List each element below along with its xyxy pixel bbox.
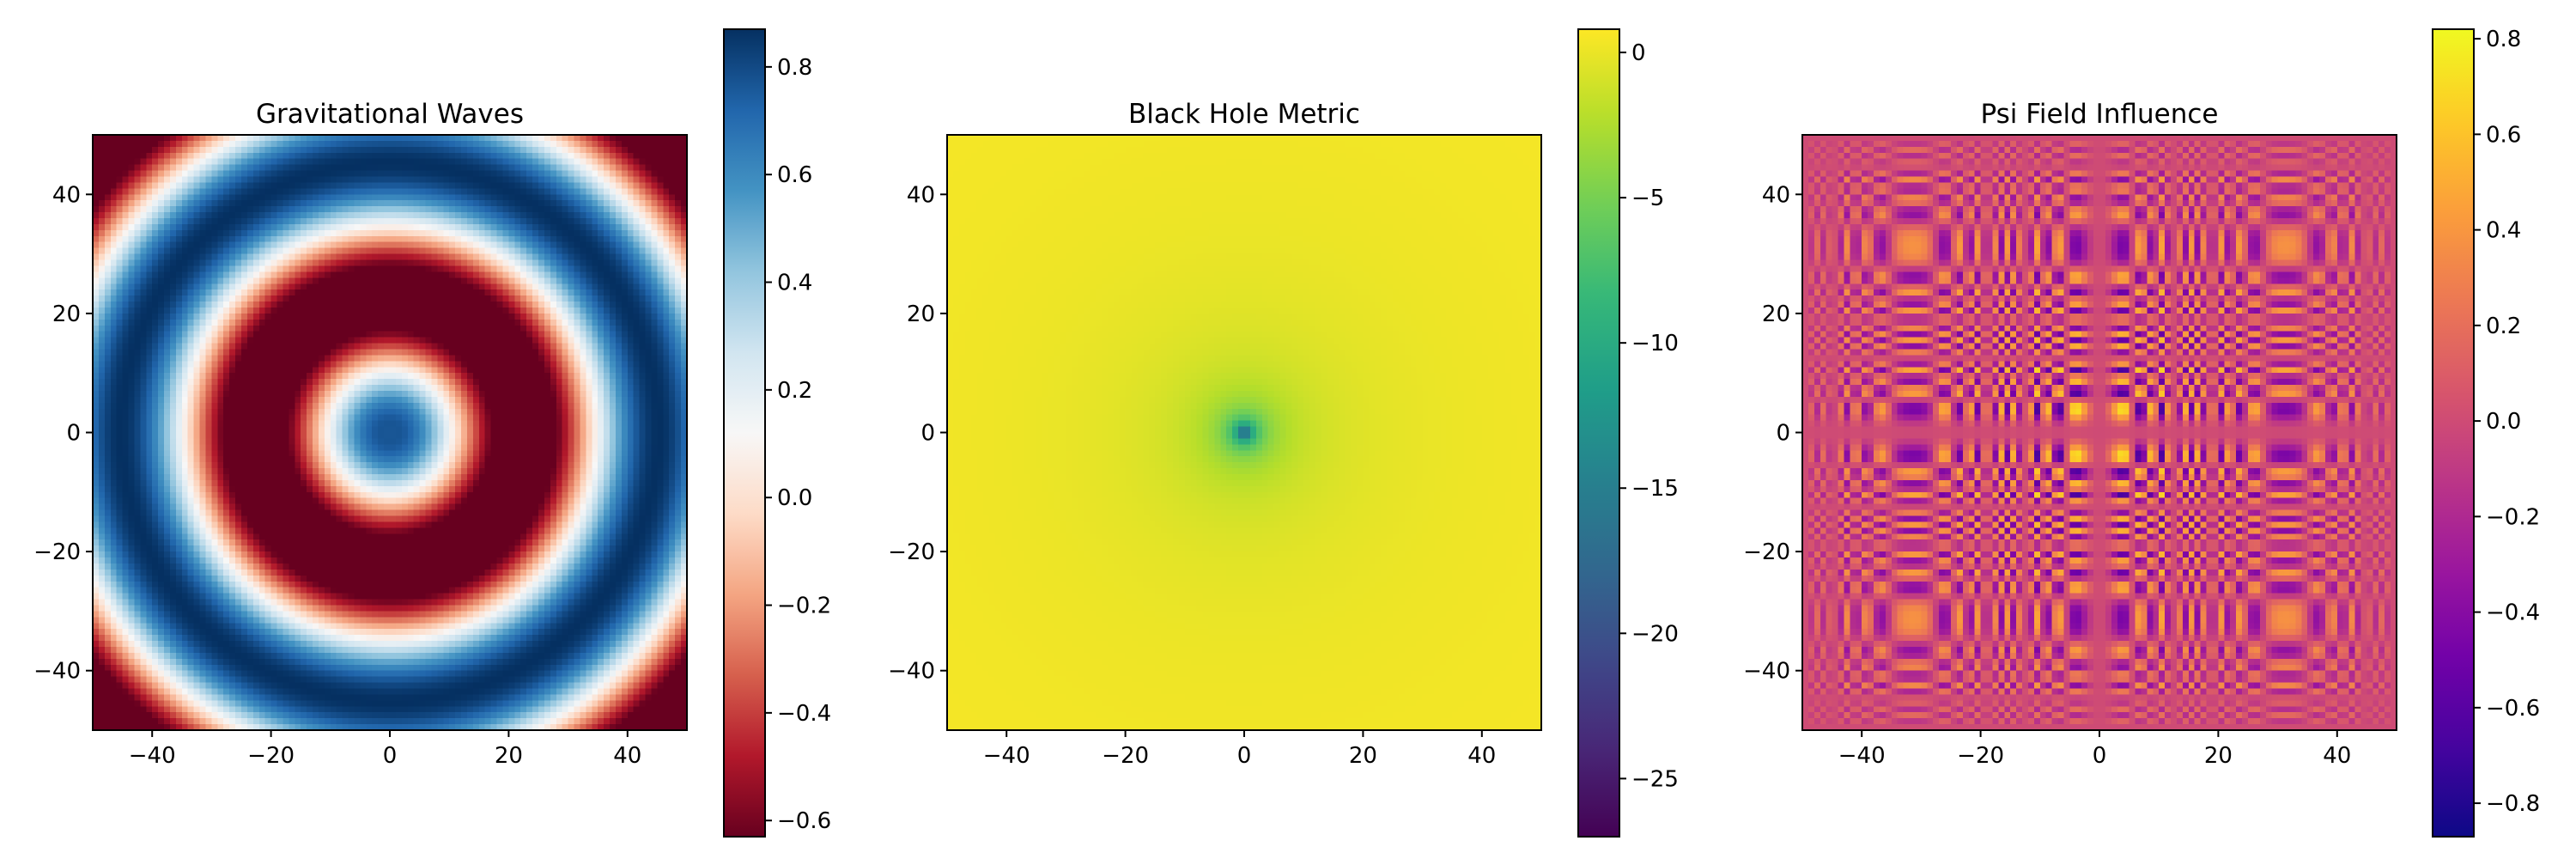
x-tick-label: −40 [1838, 743, 1886, 769]
chart-title: Black Hole Metric [1128, 99, 1360, 130]
x-tick-label: 20 [495, 743, 523, 769]
colorbar [1577, 28, 1620, 838]
x-tick-label: 20 [2204, 743, 2233, 769]
y-tick-label: 0 [66, 421, 81, 447]
colorbar-tick-label: 0.2 [777, 378, 812, 404]
x-tick-label: 20 [1349, 743, 1377, 769]
colorbar-tick-label: −0.4 [2486, 600, 2540, 626]
x-tick-label: −40 [983, 743, 1030, 769]
chart-title: Psi Field Influence [1981, 99, 2219, 130]
y-tick-label: 0 [1776, 421, 1790, 447]
chart-panel-1: Gravitational Waves −40 −20 0 20 40 −40 −20 0 20 4… [33, 28, 831, 838]
colorbar [2432, 28, 2475, 838]
x-tick-label: −20 [1957, 743, 2004, 769]
chart-panel-2: Black Hole Metric −40 −20 0 20 40 −40 −20 0 20 40 −… [888, 28, 1679, 838]
heatmap-image [947, 135, 1541, 730]
colorbar-tick-label: 0.0 [777, 485, 812, 511]
x-tick-label: 0 [1237, 743, 1252, 769]
y-tick-label: −40 [33, 659, 81, 685]
colorbar-tick-label: 0.4 [777, 271, 812, 296]
colorbar-tick-label: −15 [1631, 476, 1679, 502]
y-tick-label: −20 [888, 539, 935, 565]
colorbar-tick-label: 0.6 [777, 162, 812, 188]
colorbar-tick-label: −10 [1631, 331, 1679, 356]
x-tick-label: 40 [1467, 743, 1496, 769]
heatmap-image [1802, 135, 2397, 730]
colorbar-tick-label: −0.2 [2486, 504, 2540, 530]
colorbar-tick-label: 0.8 [2486, 27, 2521, 52]
y-tick-label: −40 [1743, 659, 1790, 685]
colorbar-tick-label: −0.8 [2486, 791, 2540, 817]
colorbar [723, 28, 766, 838]
y-tick-label: 20 [52, 302, 81, 327]
colorbar-tick-label: 0.2 [2486, 314, 2521, 339]
colorbar-tick-label: 0.4 [2486, 218, 2521, 244]
y-tick-label: 40 [1762, 182, 1790, 208]
x-tick-label: 40 [2323, 743, 2351, 769]
y-tick-label: 40 [907, 182, 935, 208]
colorbar-tick-label: −0.6 [2486, 696, 2540, 722]
x-tick-label: 0 [383, 743, 398, 769]
y-tick-label: 20 [907, 302, 935, 327]
x-tick-label: −40 [129, 743, 176, 769]
colorbar-tick-label: −0.2 [777, 594, 831, 619]
colorbar-tick-label: −5 [1631, 186, 1664, 211]
y-tick-label: 40 [52, 182, 81, 208]
x-tick-label: 0 [2093, 743, 2107, 769]
colorbar-tick-label: −25 [1631, 766, 1679, 792]
x-tick-label: 40 [613, 743, 641, 769]
colorbar-tick-label: −20 [1631, 621, 1679, 647]
y-tick-label: −20 [33, 539, 81, 565]
colorbar-tick-label: 0 [1631, 40, 1646, 66]
colorbar-tick-label: −0.4 [777, 701, 831, 727]
y-tick-label: 20 [1762, 302, 1790, 327]
y-tick-label: 0 [920, 421, 935, 447]
colorbar-tick-label: 0.6 [2486, 122, 2521, 148]
colorbar-tick-label: −0.6 [777, 808, 831, 834]
chart-panel-3: Psi Field Influence −40 −20 0 20 40 −40 −20 0 20 4… [1743, 27, 2540, 838]
colorbar-tick-label: 0.0 [2486, 409, 2521, 435]
y-tick-label: −40 [888, 659, 935, 685]
y-tick-label: −20 [1743, 539, 1790, 565]
x-tick-label: −20 [1102, 743, 1149, 769]
chart-title: Gravitational Waves [256, 99, 524, 130]
x-tick-label: −20 [247, 743, 295, 769]
colorbar-tick-label: 0.8 [777, 55, 812, 81]
heatmap-image [93, 135, 687, 730]
